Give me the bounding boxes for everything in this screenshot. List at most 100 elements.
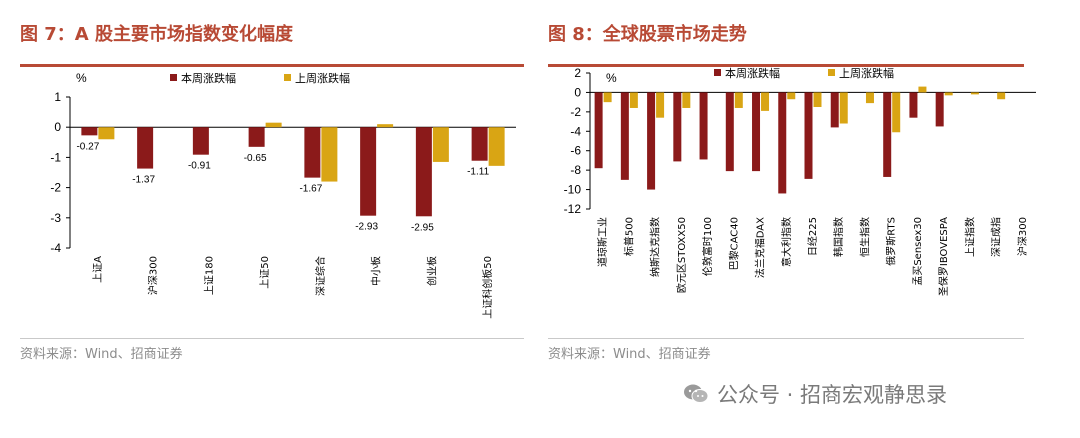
chart2-bar-last-week xyxy=(734,92,743,108)
chart1-bar-last-week xyxy=(321,127,338,182)
figure-7-bottom-rule xyxy=(20,338,524,339)
chart1-data-label: -1.67 xyxy=(299,184,322,195)
chart1-category-label: 上证A xyxy=(92,256,104,283)
chart2-bar-this-week xyxy=(699,92,708,160)
chart2-bar-this-week xyxy=(804,92,813,179)
chart1-bar-this-week xyxy=(192,127,209,155)
chart2-bar-last-week xyxy=(892,92,901,133)
chart2-bar-last-week xyxy=(682,92,691,108)
chart2-category-label: 恒生指数 xyxy=(858,217,871,257)
chart2-legend-label-1: 本周涨跌幅 xyxy=(725,66,780,80)
wechat-icon xyxy=(684,384,709,403)
figure-7-top-rule xyxy=(20,64,524,67)
chart1-data-label: -1.37 xyxy=(132,175,155,186)
chart1-category-label: 中小板 xyxy=(370,256,383,286)
chart2-y-tick-label: -4 xyxy=(570,124,581,138)
chart1-bar-this-week xyxy=(81,127,98,136)
chart2-bar-this-week xyxy=(647,92,656,190)
chart2-bar-last-week xyxy=(603,92,612,103)
chart2-category-label: 意大利指数 xyxy=(780,217,793,267)
chart1-y-tick-label: 0 xyxy=(54,120,61,134)
chart2-bar-this-week xyxy=(909,92,918,118)
chart2-bar-last-week xyxy=(918,86,927,93)
chart2-bar-this-week xyxy=(752,92,761,172)
chart2-category-label: 法兰克福DAX xyxy=(754,217,767,278)
chart2-bar-this-week xyxy=(778,92,787,194)
chart1-bar-this-week xyxy=(360,127,377,216)
chart2-bar-this-week xyxy=(830,92,839,128)
chart1-bar-this-week xyxy=(137,127,154,169)
chart1-bar-last-week xyxy=(98,127,115,140)
chart2-category-label: 孟买Sensex30 xyxy=(912,217,924,286)
chart1-y-tick-label: 1 xyxy=(54,90,61,104)
chart1-legend-swatch-2 xyxy=(284,74,291,81)
chart2-y-tick-label: -2 xyxy=(570,105,581,119)
chart1-category-label: 上证180 xyxy=(203,256,215,295)
chart2-bar-this-week xyxy=(620,92,629,180)
chart1-y-tick-label: -1 xyxy=(50,150,61,164)
chart2-bar-last-week xyxy=(629,92,638,108)
chart1-data-label: -0.65 xyxy=(244,153,267,164)
chart2-y-tick-label: -10 xyxy=(564,183,582,197)
watermark-text: 公众号 · 招商宏观静思录 xyxy=(717,383,948,407)
chart1-data-label: -2.93 xyxy=(355,222,378,233)
figure-7-source: 资料来源：Wind、招商证券 xyxy=(20,347,183,362)
chart1-data-label: -0.91 xyxy=(188,161,211,172)
chart2-category-label: 深证成指 xyxy=(990,217,1003,257)
chart2-bar-last-week xyxy=(970,92,979,95)
chart2-legend-swatch-1 xyxy=(714,69,721,76)
chart2-category-label: 俄罗斯RTS xyxy=(885,217,898,266)
chart1-y-tick-label: -4 xyxy=(50,241,61,255)
figure-8-source: 资料来源：Wind、招商证券 xyxy=(548,347,711,362)
chart2-y-tick-label: -8 xyxy=(570,163,581,177)
chart2-category-label: 道琼斯工业 xyxy=(596,217,609,267)
chart2-y-tick-label: -6 xyxy=(570,144,581,158)
chart1-legend-label-1: 本周涨跌幅 xyxy=(181,71,236,85)
figure-8-top-rule xyxy=(548,64,1024,67)
chart2-y-unit: % xyxy=(606,71,617,85)
chart2-category-label: 标普500 xyxy=(622,217,635,256)
chart2-category-label: 纳斯达克指数 xyxy=(649,217,662,277)
chart2-category-label: 韩国指数 xyxy=(832,217,845,257)
chart1-category-label: 深证综合 xyxy=(314,256,327,296)
chart2-legend-label-2: 上周涨跌幅 xyxy=(839,66,894,80)
chart1-legend-swatch-1 xyxy=(170,74,177,81)
chart2-legend-swatch-2 xyxy=(828,69,835,76)
chart2-bar-last-week xyxy=(839,92,848,124)
chart2-bar-last-week xyxy=(865,92,874,104)
chart2-bar-this-week xyxy=(935,92,944,127)
chart1-category-label: 创业板 xyxy=(425,256,438,286)
figure-7-title: 图 7：A 股主要市场指数变化幅度 xyxy=(20,24,293,45)
chart1-y-tick-label: -2 xyxy=(50,181,61,195)
chart1-bar-last-week xyxy=(432,127,449,162)
chart1-legend-label-2: 上周涨跌幅 xyxy=(295,71,350,85)
chart2-category-label: 欧元区STOXX50 xyxy=(676,217,688,293)
chart2-category-label: 上证指数 xyxy=(963,217,976,257)
chart1-y-unit: % xyxy=(76,71,87,85)
chart2-bar-this-week xyxy=(725,92,734,172)
chart2-y-tick-label: 0 xyxy=(574,85,581,99)
chart1-data-label: -2.95 xyxy=(411,222,434,233)
chart1-bar-this-week xyxy=(248,127,265,147)
chart2-y-tick-label: -12 xyxy=(564,202,582,216)
chart2-bar-last-week xyxy=(813,92,822,107)
chart2-bar-last-week xyxy=(761,92,770,111)
chart2-category-label: 巴黎CAC40 xyxy=(727,217,740,270)
chart1-category-label: 上证50 xyxy=(259,256,271,289)
chart2-bar-this-week xyxy=(673,92,682,162)
chart1-y-tick-label: -3 xyxy=(50,211,61,225)
chart2-category-label: 沪深300 xyxy=(1016,217,1029,256)
chart2-bar-last-week xyxy=(787,92,796,100)
chart1-bar-this-week xyxy=(415,127,432,217)
chart2-y-tick-label: 2 xyxy=(574,66,581,80)
chart1-data-label: -0.27 xyxy=(76,141,99,152)
chart2-category-label: 圣保罗IBOVESPA xyxy=(937,217,950,296)
chart1-bar-this-week xyxy=(471,127,488,161)
chart2-bar-last-week xyxy=(656,92,665,118)
chart1-bar-last-week xyxy=(488,127,505,166)
chart2-category-label: 日经225 xyxy=(806,217,819,256)
chart2-bar-last-week xyxy=(944,92,953,96)
chart1-bar-last-week xyxy=(265,122,282,128)
chart2-bar-last-week xyxy=(997,92,1006,100)
